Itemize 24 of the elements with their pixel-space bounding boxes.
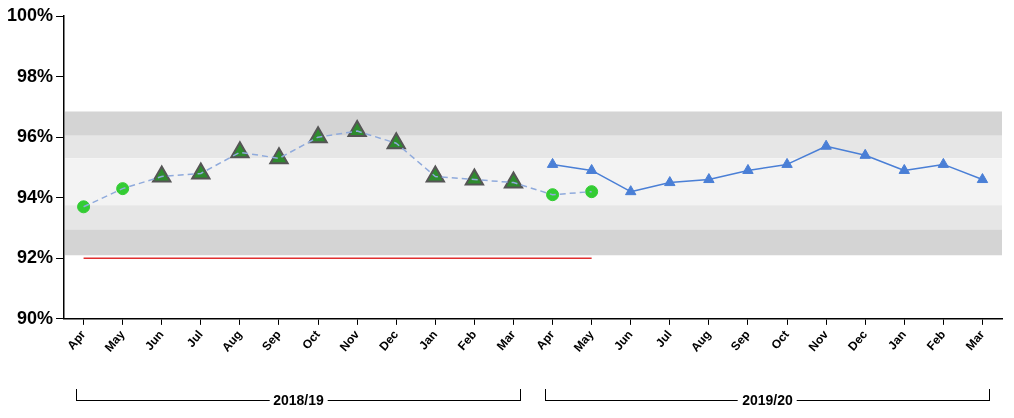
x-tick-label: Apr xyxy=(533,327,558,353)
y-tick-label: 100% xyxy=(6,4,54,25)
x-tick-label: Dec xyxy=(845,327,871,354)
x-tick-label: Apr xyxy=(64,327,89,353)
x-tick-label: Sep xyxy=(258,327,284,354)
x-tick-label: Jul xyxy=(183,327,206,350)
x-tick-label: Oct xyxy=(299,327,323,352)
x-tick-label: Mar xyxy=(493,327,519,353)
y-tick-label: 92% xyxy=(17,247,54,268)
y-tick-label: 90% xyxy=(17,307,54,328)
x-tick-label: Jan xyxy=(885,327,910,353)
y-tick-label: 98% xyxy=(17,65,54,86)
x-tick-label: Jun xyxy=(611,327,636,353)
x-tick-label: Sep xyxy=(727,327,753,354)
x-tick-label: Feb xyxy=(454,327,480,353)
x-tick-label: Jun xyxy=(142,327,167,353)
y-tick-label: 94% xyxy=(17,186,54,207)
x-tick-label: Jul xyxy=(652,327,675,350)
x-tick-label: Jan xyxy=(416,327,441,353)
y-tick-label: 96% xyxy=(17,126,54,147)
x-tick-label: Mar xyxy=(962,327,988,353)
x-tick-label: Dec xyxy=(376,327,402,354)
x-tick-label: Oct xyxy=(768,327,792,352)
x-tick-label: Feb xyxy=(923,327,949,353)
